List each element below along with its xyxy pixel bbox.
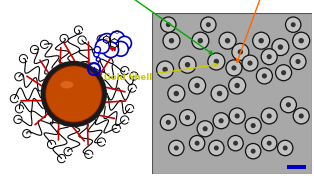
Circle shape <box>180 110 196 126</box>
Circle shape <box>161 17 176 32</box>
Circle shape <box>214 146 219 150</box>
Circle shape <box>163 32 180 49</box>
Circle shape <box>295 59 300 64</box>
Circle shape <box>94 47 100 53</box>
Circle shape <box>290 54 306 70</box>
Circle shape <box>185 115 190 120</box>
Circle shape <box>235 83 240 88</box>
Circle shape <box>286 102 291 107</box>
Circle shape <box>217 91 222 96</box>
Circle shape <box>281 70 286 75</box>
Circle shape <box>231 65 236 70</box>
Circle shape <box>201 17 216 32</box>
Circle shape <box>214 59 219 64</box>
Text: Gold Shell: Gold Shell <box>104 63 218 82</box>
Circle shape <box>189 136 205 151</box>
Circle shape <box>45 65 102 123</box>
Circle shape <box>246 143 261 159</box>
Circle shape <box>169 140 184 156</box>
Circle shape <box>258 38 264 43</box>
Circle shape <box>247 61 252 66</box>
Circle shape <box>103 42 118 58</box>
Circle shape <box>174 146 179 150</box>
Circle shape <box>291 22 296 27</box>
Text: Polymeric
Gap: Polymeric Gap <box>81 0 213 54</box>
Circle shape <box>94 52 99 57</box>
Circle shape <box>262 136 277 151</box>
Circle shape <box>251 149 256 154</box>
Circle shape <box>189 77 206 94</box>
Circle shape <box>235 113 240 118</box>
Circle shape <box>283 146 288 150</box>
Circle shape <box>299 38 304 43</box>
Circle shape <box>267 54 272 59</box>
Circle shape <box>96 58 100 61</box>
Circle shape <box>242 55 258 71</box>
Circle shape <box>229 108 245 124</box>
Circle shape <box>166 22 171 27</box>
Circle shape <box>98 34 116 51</box>
Circle shape <box>278 140 293 156</box>
Circle shape <box>293 108 309 124</box>
Circle shape <box>203 126 208 131</box>
Circle shape <box>168 85 185 102</box>
Circle shape <box>245 118 261 133</box>
Circle shape <box>299 113 304 118</box>
Circle shape <box>174 91 179 96</box>
Circle shape <box>95 40 109 53</box>
Circle shape <box>233 141 238 146</box>
Circle shape <box>208 53 225 70</box>
Circle shape <box>261 49 277 65</box>
Text: S: S <box>105 38 109 43</box>
Circle shape <box>160 114 176 130</box>
Circle shape <box>251 123 256 128</box>
Circle shape <box>206 22 211 27</box>
Circle shape <box>162 67 168 72</box>
Circle shape <box>211 85 228 102</box>
Circle shape <box>41 61 107 127</box>
Circle shape <box>185 62 190 67</box>
Circle shape <box>197 121 213 137</box>
Text: SPION
Core: SPION Core <box>237 0 282 62</box>
Bar <box>287 165 306 169</box>
Circle shape <box>192 32 209 49</box>
Circle shape <box>113 41 128 56</box>
Circle shape <box>262 73 267 78</box>
Text: =O: =O <box>111 30 119 35</box>
Circle shape <box>225 38 230 43</box>
Circle shape <box>276 65 292 81</box>
Circle shape <box>157 61 174 78</box>
Circle shape <box>219 118 224 123</box>
Circle shape <box>209 140 224 156</box>
Circle shape <box>226 60 242 76</box>
Circle shape <box>293 32 310 49</box>
Circle shape <box>198 38 203 43</box>
Circle shape <box>46 66 101 122</box>
Circle shape <box>280 97 296 113</box>
Circle shape <box>110 31 125 46</box>
Circle shape <box>229 77 246 94</box>
Circle shape <box>179 56 196 73</box>
Circle shape <box>272 39 289 56</box>
Circle shape <box>256 68 272 84</box>
Circle shape <box>261 108 277 124</box>
Circle shape <box>238 49 243 55</box>
Circle shape <box>195 141 200 146</box>
Circle shape <box>169 38 174 43</box>
Circle shape <box>267 113 272 118</box>
Ellipse shape <box>60 81 73 89</box>
Circle shape <box>278 44 283 50</box>
Circle shape <box>118 36 132 50</box>
Circle shape <box>213 113 229 129</box>
Circle shape <box>194 83 200 88</box>
Circle shape <box>228 136 243 151</box>
Circle shape <box>232 43 249 60</box>
Circle shape <box>267 141 272 146</box>
Circle shape <box>166 120 171 125</box>
Circle shape <box>285 17 301 32</box>
Circle shape <box>219 32 236 49</box>
Circle shape <box>253 32 270 49</box>
